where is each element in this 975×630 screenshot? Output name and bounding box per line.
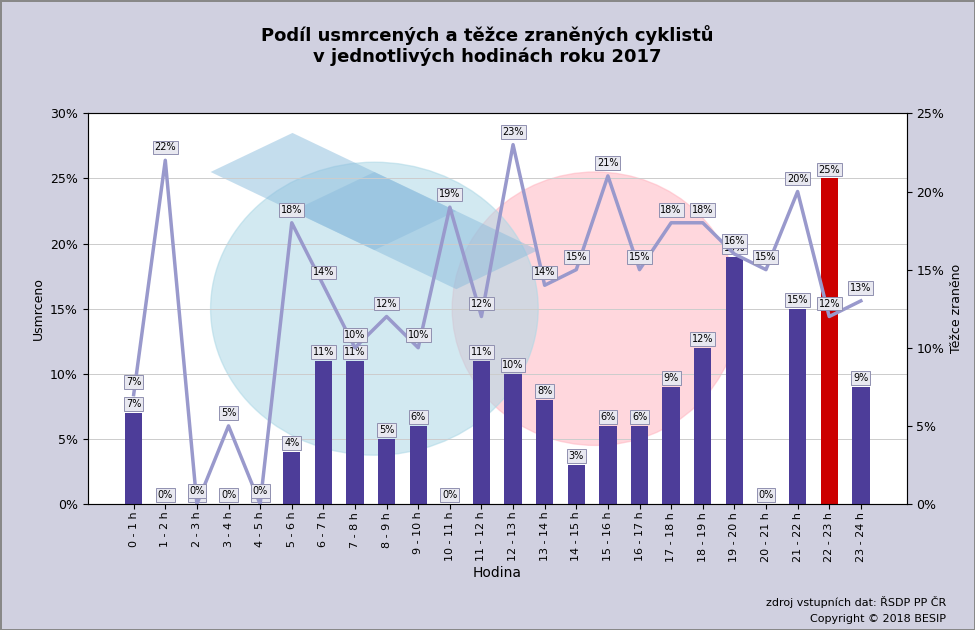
Text: 14%: 14% bbox=[313, 268, 334, 277]
Text: 10%: 10% bbox=[408, 330, 429, 340]
Text: 11%: 11% bbox=[471, 347, 492, 357]
Bar bbox=[315, 361, 332, 504]
Text: 0%: 0% bbox=[443, 490, 457, 500]
Text: 13%: 13% bbox=[850, 283, 872, 293]
Ellipse shape bbox=[452, 172, 739, 445]
Text: 10%: 10% bbox=[344, 330, 366, 340]
Ellipse shape bbox=[211, 162, 538, 455]
Bar bbox=[600, 426, 616, 504]
Text: 10%: 10% bbox=[502, 360, 524, 370]
Text: 22%: 22% bbox=[154, 142, 176, 152]
Bar bbox=[346, 361, 364, 504]
Text: 9%: 9% bbox=[664, 373, 679, 383]
Text: 0%: 0% bbox=[253, 490, 268, 500]
Text: 21%: 21% bbox=[597, 158, 619, 168]
Bar bbox=[789, 309, 806, 504]
Text: 11%: 11% bbox=[344, 347, 366, 357]
Text: 0%: 0% bbox=[221, 490, 236, 500]
Bar bbox=[662, 387, 680, 504]
Text: 19%: 19% bbox=[439, 190, 460, 199]
Text: 15%: 15% bbox=[629, 252, 650, 262]
Text: 3%: 3% bbox=[568, 451, 584, 461]
Text: 15%: 15% bbox=[756, 252, 777, 262]
Text: 15%: 15% bbox=[566, 252, 587, 262]
Text: 0%: 0% bbox=[759, 490, 773, 500]
Bar bbox=[410, 426, 427, 504]
Bar bbox=[821, 178, 838, 504]
Text: 18%: 18% bbox=[660, 205, 682, 215]
PathPatch shape bbox=[211, 133, 456, 250]
Bar bbox=[283, 452, 300, 504]
X-axis label: Hodina: Hodina bbox=[473, 566, 522, 580]
Bar bbox=[125, 413, 142, 504]
Text: 20%: 20% bbox=[787, 174, 808, 184]
Text: 5%: 5% bbox=[220, 408, 236, 418]
Text: 15%: 15% bbox=[787, 295, 808, 305]
Bar bbox=[725, 256, 743, 504]
Text: 8%: 8% bbox=[537, 386, 552, 396]
Text: 6%: 6% bbox=[632, 412, 647, 422]
Text: Copyright © 2018 BESIP: Copyright © 2018 BESIP bbox=[810, 614, 946, 624]
Bar bbox=[473, 361, 490, 504]
Text: 12%: 12% bbox=[818, 299, 840, 309]
Text: 11%: 11% bbox=[313, 347, 334, 357]
Text: 9%: 9% bbox=[853, 373, 869, 383]
Text: 23%: 23% bbox=[502, 127, 524, 137]
Text: 7%: 7% bbox=[126, 377, 141, 387]
Text: 12%: 12% bbox=[375, 299, 398, 309]
Text: 0%: 0% bbox=[189, 486, 205, 496]
Text: 25%: 25% bbox=[818, 164, 840, 175]
Bar bbox=[536, 400, 554, 504]
Text: 0%: 0% bbox=[189, 490, 205, 500]
Bar bbox=[694, 348, 712, 504]
Text: 16%: 16% bbox=[723, 236, 745, 246]
Text: 14%: 14% bbox=[534, 268, 556, 277]
Text: 4%: 4% bbox=[284, 438, 299, 448]
Text: 7%: 7% bbox=[126, 399, 141, 409]
Text: 18%: 18% bbox=[281, 205, 302, 215]
Text: 5%: 5% bbox=[379, 425, 394, 435]
Y-axis label: Těžce zraněno: Těžce zraněno bbox=[950, 264, 963, 353]
Text: 12%: 12% bbox=[471, 299, 492, 309]
Bar bbox=[631, 426, 648, 504]
Text: 12%: 12% bbox=[692, 334, 714, 344]
PathPatch shape bbox=[292, 172, 538, 289]
Text: zdroj vstupních dat: ŘSDP PP ČR: zdroj vstupních dat: ŘSDP PP ČR bbox=[765, 596, 946, 608]
Text: 6%: 6% bbox=[410, 412, 426, 422]
Text: 6%: 6% bbox=[601, 412, 615, 422]
Text: 18%: 18% bbox=[692, 205, 714, 215]
Bar bbox=[567, 465, 585, 504]
Text: 0%: 0% bbox=[158, 490, 173, 500]
Bar bbox=[504, 374, 522, 504]
Y-axis label: Usmrceno: Usmrceno bbox=[31, 277, 45, 340]
Bar bbox=[378, 439, 395, 504]
Text: 0%: 0% bbox=[253, 486, 268, 496]
Text: 19%: 19% bbox=[723, 243, 745, 253]
Text: Podíl usmrcených a těžce zraněných cyklistů
v jednotlivých hodinách roku 2017: Podíl usmrcených a těžce zraněných cykli… bbox=[261, 25, 714, 66]
Bar bbox=[852, 387, 870, 504]
